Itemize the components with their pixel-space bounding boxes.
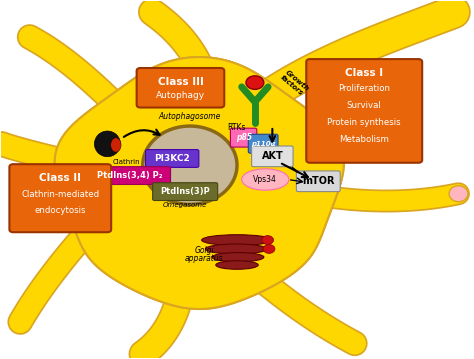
Text: Clathrin-mediated: Clathrin-mediated: [21, 190, 100, 199]
Text: Protein synthesis: Protein synthesis: [328, 118, 401, 127]
Polygon shape: [55, 57, 344, 309]
Text: PtdIns(3)P: PtdIns(3)P: [160, 187, 210, 196]
Text: Golgi: Golgi: [194, 247, 214, 256]
Text: Class III: Class III: [157, 77, 203, 87]
Ellipse shape: [201, 235, 273, 246]
FancyBboxPatch shape: [230, 128, 257, 147]
Ellipse shape: [449, 186, 468, 202]
FancyBboxPatch shape: [248, 134, 278, 153]
Ellipse shape: [242, 169, 289, 190]
Text: endocytosis: endocytosis: [35, 206, 86, 215]
Ellipse shape: [212, 252, 264, 262]
FancyBboxPatch shape: [296, 171, 340, 192]
Text: Metabolism: Metabolism: [339, 135, 389, 144]
Text: Autophagy: Autophagy: [156, 91, 205, 100]
Text: mTOR: mTOR: [302, 176, 335, 186]
Text: Vps34: Vps34: [253, 175, 277, 184]
Text: Omegasome: Omegasome: [163, 202, 207, 208]
FancyBboxPatch shape: [153, 183, 218, 201]
Text: Growth
factors: Growth factors: [279, 69, 310, 98]
Polygon shape: [55, 57, 344, 309]
FancyBboxPatch shape: [89, 167, 171, 185]
Ellipse shape: [94, 131, 120, 157]
Text: Autophagosome: Autophagosome: [159, 112, 221, 121]
Text: RTKs: RTKs: [228, 122, 246, 131]
Text: apparatus: apparatus: [185, 254, 223, 263]
FancyBboxPatch shape: [137, 68, 224, 108]
FancyBboxPatch shape: [9, 164, 111, 232]
Text: Class I: Class I: [345, 67, 383, 78]
Text: Proliferation: Proliferation: [338, 84, 390, 93]
Ellipse shape: [143, 126, 237, 204]
FancyBboxPatch shape: [252, 146, 293, 167]
Circle shape: [246, 76, 264, 89]
Text: PtdIns(3,4) P₂: PtdIns(3,4) P₂: [97, 171, 163, 180]
Ellipse shape: [216, 261, 258, 269]
Text: Class II: Class II: [39, 173, 82, 183]
Ellipse shape: [263, 244, 275, 253]
Text: Clathrin: Clathrin: [112, 159, 140, 165]
FancyBboxPatch shape: [146, 150, 199, 167]
Text: p85: p85: [236, 133, 252, 142]
Ellipse shape: [262, 236, 273, 244]
Ellipse shape: [111, 138, 121, 152]
Text: PI3KC2: PI3KC2: [155, 154, 190, 163]
Text: AKT: AKT: [262, 151, 283, 161]
Text: p110α: p110α: [251, 141, 275, 147]
Ellipse shape: [205, 244, 267, 254]
Text: Survival: Survival: [347, 101, 382, 110]
FancyBboxPatch shape: [306, 59, 422, 163]
